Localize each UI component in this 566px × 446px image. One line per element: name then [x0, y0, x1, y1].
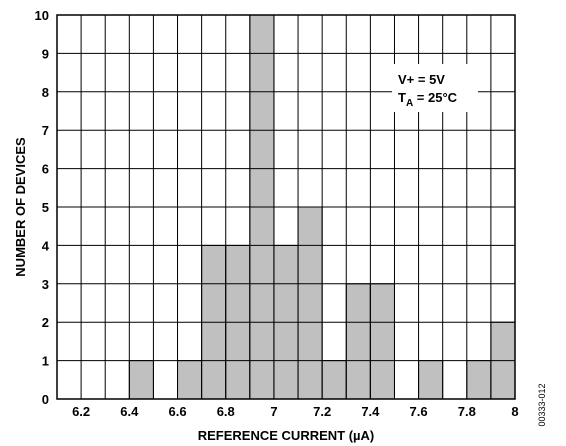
x-tick-2: 6.6	[168, 404, 186, 419]
x-tick-0: 6.2	[72, 404, 90, 419]
x-tick-9: 8	[511, 404, 518, 419]
y-tick-9: 9	[42, 46, 49, 61]
conditions-annotation: V+ = 5V TA = 25°C	[392, 64, 478, 112]
y-axis-label: NUMBER OF DEVICES	[13, 137, 28, 277]
x-tick-4: 7	[270, 404, 277, 419]
x-tick-3: 6.8	[217, 404, 235, 419]
y-tick-3: 3	[42, 277, 49, 292]
y-tick-5: 5	[42, 200, 49, 215]
y-tick-10: 10	[35, 8, 49, 23]
x-tick-5: 7.2	[313, 404, 331, 419]
figure-id: 00333-012	[537, 383, 547, 426]
bar-7	[321, 360, 347, 400]
bar-8	[345, 283, 371, 400]
x-tick-7: 7.6	[410, 404, 428, 419]
temp-symbol: T	[398, 90, 406, 105]
bar-10	[418, 360, 444, 400]
y-tick-6: 6	[42, 162, 49, 177]
bar-9	[369, 283, 395, 400]
y-tick-0: 0	[42, 392, 49, 407]
temp-value: = 25°C	[413, 90, 457, 105]
y-tick-7: 7	[42, 123, 49, 138]
x-tick-1: 6.4	[120, 404, 139, 419]
annotation-temperature: TA = 25°C	[398, 90, 458, 109]
bar-1	[177, 360, 203, 400]
y-tick-1: 1	[42, 354, 49, 369]
bar-0	[128, 360, 154, 400]
annotation-background	[392, 64, 478, 112]
x-axis-label: REFERENCE CURRENT (µA)	[198, 428, 375, 443]
x-tick-labels: 6.2 6.4 6.6 6.8 7 7.2 7.4 7.6 7.8 8	[72, 404, 519, 419]
bar-11	[466, 360, 492, 400]
x-tick-8: 7.8	[458, 404, 476, 419]
y-tick-labels: 0 1 2 3 4 5 6 7 8 9 10	[35, 8, 50, 407]
x-tick-6: 7.4	[361, 404, 380, 419]
plot-frame	[56, 14, 516, 400]
temp-subscript: A	[406, 98, 413, 109]
bar-6	[297, 206, 323, 400]
y-tick-4: 4	[42, 238, 50, 253]
y-tick-8: 8	[42, 85, 49, 100]
y-tick-2: 2	[42, 315, 49, 330]
annotation-supply-voltage: V+ = 5V	[398, 72, 445, 87]
